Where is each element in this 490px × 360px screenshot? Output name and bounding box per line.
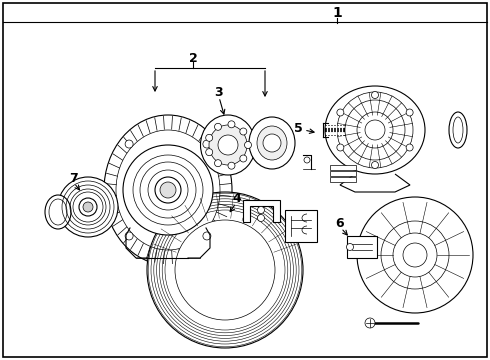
Ellipse shape bbox=[209, 125, 247, 165]
Bar bbox=[330, 165, 356, 170]
Ellipse shape bbox=[104, 115, 232, 265]
Ellipse shape bbox=[249, 117, 295, 169]
Circle shape bbox=[346, 243, 353, 251]
Circle shape bbox=[337, 144, 344, 151]
FancyBboxPatch shape bbox=[285, 210, 317, 242]
Circle shape bbox=[175, 220, 275, 320]
Circle shape bbox=[206, 134, 213, 141]
Circle shape bbox=[123, 145, 213, 235]
Circle shape bbox=[263, 134, 281, 152]
Circle shape bbox=[371, 162, 378, 168]
Ellipse shape bbox=[325, 86, 425, 174]
Text: 3: 3 bbox=[214, 86, 222, 99]
Circle shape bbox=[203, 232, 211, 240]
Circle shape bbox=[83, 202, 93, 212]
Text: 6: 6 bbox=[336, 216, 344, 230]
Ellipse shape bbox=[45, 195, 71, 229]
Circle shape bbox=[147, 192, 303, 348]
Circle shape bbox=[160, 182, 176, 198]
Circle shape bbox=[337, 109, 344, 116]
Text: 5: 5 bbox=[294, 122, 302, 135]
Circle shape bbox=[218, 135, 238, 155]
Polygon shape bbox=[243, 200, 280, 222]
Text: 2: 2 bbox=[189, 51, 197, 64]
Circle shape bbox=[240, 155, 247, 162]
Circle shape bbox=[406, 109, 413, 116]
Circle shape bbox=[258, 207, 265, 213]
Circle shape bbox=[240, 128, 247, 135]
Circle shape bbox=[371, 91, 378, 99]
Circle shape bbox=[79, 198, 97, 216]
Circle shape bbox=[245, 141, 251, 149]
Bar bbox=[330, 171, 356, 176]
Circle shape bbox=[125, 232, 133, 240]
Circle shape bbox=[228, 121, 235, 128]
Ellipse shape bbox=[257, 126, 287, 160]
Circle shape bbox=[125, 140, 133, 148]
Circle shape bbox=[206, 149, 213, 156]
Circle shape bbox=[228, 162, 235, 169]
Circle shape bbox=[215, 123, 221, 130]
Text: 7: 7 bbox=[69, 171, 77, 185]
Circle shape bbox=[357, 197, 473, 313]
Bar bbox=[347, 236, 377, 258]
Text: 4: 4 bbox=[233, 192, 242, 204]
Circle shape bbox=[365, 318, 375, 328]
Circle shape bbox=[58, 177, 118, 237]
Text: 1: 1 bbox=[332, 6, 342, 20]
Circle shape bbox=[203, 140, 211, 148]
Circle shape bbox=[406, 144, 413, 151]
Bar bbox=[330, 177, 356, 182]
Circle shape bbox=[155, 177, 181, 203]
Circle shape bbox=[215, 160, 221, 167]
Circle shape bbox=[258, 215, 265, 221]
Ellipse shape bbox=[200, 115, 255, 175]
